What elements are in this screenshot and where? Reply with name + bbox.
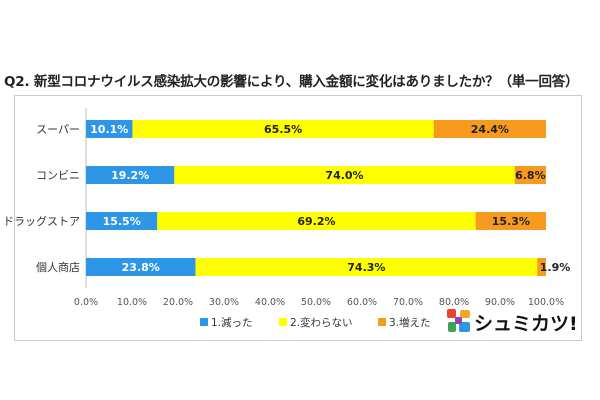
data-label: 74.3% (347, 261, 385, 274)
data-label: 69.2% (297, 215, 335, 228)
legend-label: 2.変わらない (290, 316, 353, 329)
x-tick-label: 10.0% (117, 297, 147, 308)
data-label: 15.5% (103, 215, 141, 228)
bar-segment (157, 212, 476, 230)
x-tick-label: 70.0% (393, 297, 423, 308)
category-label: スーパー (36, 123, 80, 136)
bar-segment (86, 120, 133, 138)
legend-label: 3.増えた (389, 316, 431, 329)
bar-segment (86, 212, 158, 230)
data-label: 19.2% (111, 169, 149, 182)
data-label: 10.1% (90, 123, 128, 136)
bar-segment (514, 166, 546, 184)
logo-text: シュミカツ! (474, 313, 578, 335)
bar-segment (195, 258, 538, 276)
legend-label: 1.減った (211, 316, 253, 329)
category-label: コンビニ (36, 169, 80, 182)
bar-segment (433, 120, 546, 138)
x-tick-label: 90.0% (485, 297, 515, 308)
legend-swatch (378, 318, 386, 326)
bar-segment (174, 166, 515, 184)
bar-segment (132, 120, 434, 138)
legend-swatch (200, 318, 208, 326)
data-label: 24.4% (471, 123, 509, 136)
bar-segment (86, 258, 196, 276)
data-label: 15.3% (492, 215, 530, 228)
logo-mark-icon (447, 309, 470, 332)
bar-segment (537, 258, 546, 276)
bar-segment (86, 166, 175, 184)
x-tick-label: 40.0% (255, 297, 285, 308)
legend-swatch (279, 318, 287, 326)
x-tick-label: 50.0% (301, 297, 331, 308)
data-label: 1.9% (540, 261, 571, 274)
x-tick-label: 60.0% (347, 297, 377, 308)
data-label: 23.8% (122, 261, 160, 274)
x-tick-label: 20.0% (163, 297, 193, 308)
shumikatsu-logo: シュミカツ! (446, 306, 578, 336)
category-label: ドラッグストア (3, 214, 80, 228)
bar-segment (475, 212, 546, 230)
category-label: 個人商店 (36, 260, 80, 274)
x-tick-label: 0.0% (74, 297, 98, 308)
x-tick-label: 80.0% (439, 297, 469, 308)
data-label: 65.5% (264, 123, 302, 136)
chart-title: Q2. 新型コロナウイルス感染拡大の影響により、購入金額に変化はありましたか？（… (4, 74, 579, 90)
chart-frame (14, 95, 582, 341)
data-label: 74.0% (325, 169, 363, 182)
data-label: 6.8% (515, 169, 546, 182)
x-tick-label: 30.0% (209, 297, 239, 308)
x-tick-label: 100.0% (528, 297, 564, 308)
